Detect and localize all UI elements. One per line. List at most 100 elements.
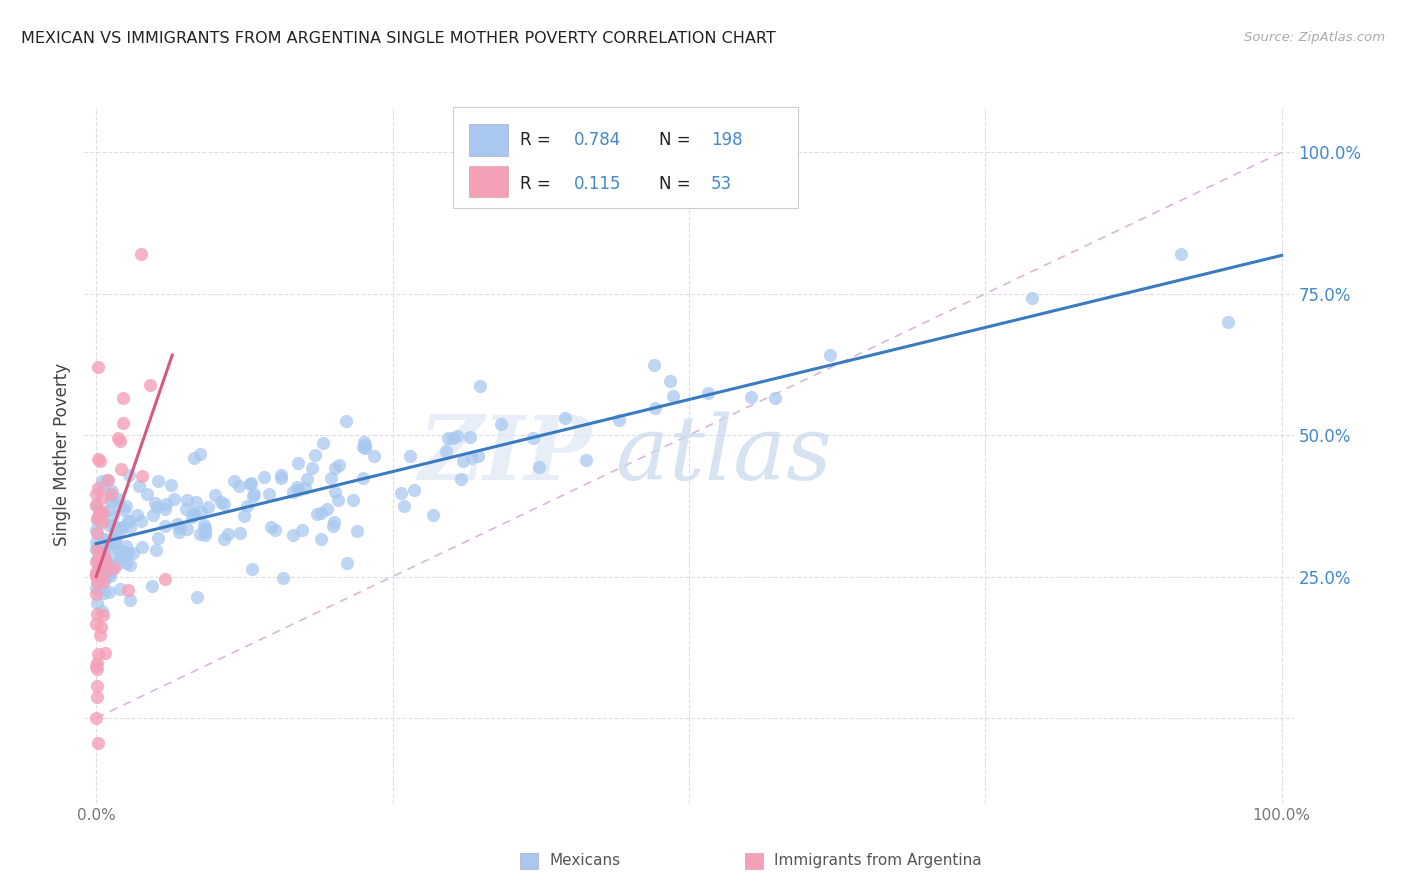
Point [270,471,292,485]
Point [86,659,108,673]
Point [281,485,304,500]
Point [142,508,165,523]
Point [112,391,135,405]
Point [91,505,114,519]
Point [441,431,464,445]
Point [326,492,349,507]
Point [84,498,107,512]
Point [97,564,120,578]
Point [658,374,681,388]
Point [98,540,121,554]
Text: R =: R = [520,175,561,193]
Point [458,429,481,443]
Point [86,736,108,750]
Point [87,648,110,662]
Point [84,587,107,601]
Point [118,519,141,533]
Point [451,454,474,468]
Text: MEXICAN VS IMMIGRANTS FROM ARGENTINA SINGLE MOTHER POVERTY CORRELATION CHART: MEXICAN VS IMMIGRANTS FROM ARGENTINA SIN… [21,31,776,46]
Point [765,391,787,405]
Point [328,458,350,472]
Point [90,516,112,530]
Point [186,590,208,604]
Point [287,456,309,470]
Point [285,480,308,494]
Point [91,574,114,589]
Point [104,536,127,550]
Point [354,442,377,456]
Point [100,493,122,508]
Point [84,565,107,579]
Point [87,551,110,566]
Point [91,604,114,618]
Point [84,498,107,512]
Point [212,497,235,511]
Point [434,443,457,458]
Point [108,543,131,558]
Point [91,541,114,556]
Point [103,537,125,551]
Point [89,506,111,520]
Point [644,401,666,415]
Point [120,593,142,607]
Point [212,532,235,546]
Point [89,546,111,560]
Point [86,523,108,537]
Point [353,438,375,452]
Point [108,582,131,597]
Point [281,528,304,542]
Point [86,661,108,675]
Point [86,555,108,569]
Point [87,583,110,598]
Point [84,567,107,582]
Point [103,524,125,539]
Point [86,481,108,495]
Point [643,358,665,372]
Point [127,508,149,522]
Point [239,477,262,491]
Point [260,520,283,534]
Point [489,417,512,431]
Point [87,451,110,466]
Point [94,569,117,583]
Point [335,414,357,428]
Point [194,521,217,535]
Point [322,515,344,529]
Point [309,506,332,520]
Point [309,532,332,546]
Point [188,446,211,460]
Text: 198: 198 [710,131,742,149]
Point [93,549,115,564]
Point [93,557,115,571]
Point [304,448,326,462]
Point [404,483,426,497]
Point [86,543,108,558]
Point [89,454,111,468]
Point [98,503,121,517]
Point [467,449,489,463]
Point [183,508,205,522]
Point [86,526,108,541]
Point [554,411,576,425]
Text: 0.784: 0.784 [574,131,621,149]
Point [86,581,108,595]
Point [437,431,460,445]
Point [107,528,129,542]
Point [86,656,108,670]
Point [301,460,323,475]
Point [294,481,316,495]
Point [167,525,190,540]
Point [270,468,292,483]
Point [89,558,111,572]
Point [86,596,108,610]
Point [155,518,177,533]
Point [389,486,412,500]
Point [236,499,259,513]
Point [117,514,139,528]
Point [818,348,841,362]
Point [112,503,135,517]
Point [271,571,294,585]
Point [107,521,129,535]
Point [353,435,375,450]
Point [103,518,125,533]
